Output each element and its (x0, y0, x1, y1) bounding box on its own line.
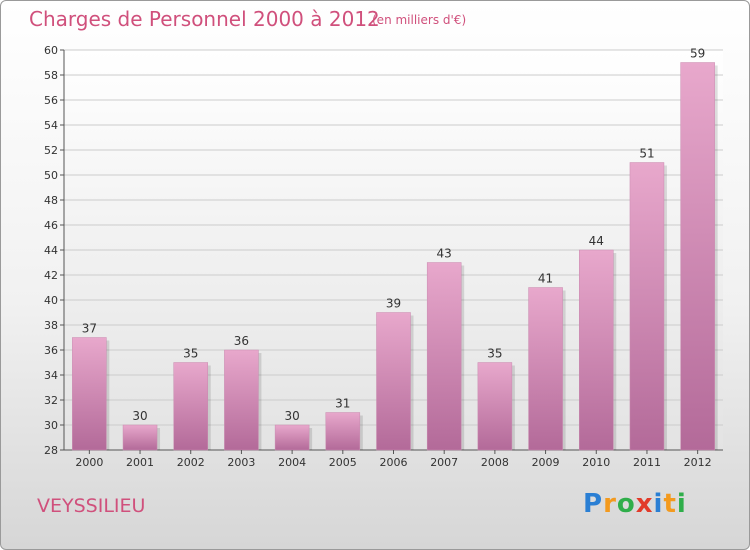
value-label: 35 (487, 347, 502, 361)
value-label: 36 (234, 334, 249, 348)
bar (629, 162, 665, 451)
bar (122, 424, 158, 451)
bar (173, 362, 208, 451)
chart-title: Charges de Personnel 2000 à 2012 (29, 7, 380, 31)
value-label: 44 (589, 234, 604, 248)
y-tick-label: 56 (44, 94, 58, 107)
y-tick-label: 44 (44, 244, 58, 257)
bar (477, 362, 513, 451)
y-tick-label: 40 (44, 294, 58, 307)
y-tick-label: 48 (44, 194, 58, 207)
y-tick-label: 42 (44, 269, 58, 282)
logo-letter: i (676, 489, 687, 519)
proxiti-logo[interactable]: Proxiti (583, 489, 687, 519)
value-label: 59 (690, 47, 705, 61)
x-tick-label: 2009 (532, 456, 560, 469)
chart-subtitle: (en milliers d'€) (372, 13, 467, 27)
x-tick-label: 2001 (126, 456, 154, 469)
logo-letter: t (663, 489, 677, 519)
value-label: 51 (639, 147, 654, 161)
y-tick-label: 58 (44, 69, 58, 82)
x-tick-label: 2003 (227, 456, 255, 469)
y-tick-label: 46 (44, 219, 58, 232)
y-tick-label: 54 (44, 119, 58, 132)
value-label: 39 (386, 297, 401, 311)
bar (72, 337, 107, 451)
x-tick-label: 2006 (380, 456, 408, 469)
value-label: 30 (132, 409, 147, 423)
bar (579, 249, 614, 451)
bar (528, 287, 563, 451)
value-label: 35 (183, 347, 198, 361)
bar (224, 349, 259, 451)
bar (426, 262, 462, 451)
y-tick-label: 60 (44, 44, 58, 57)
value-label: 30 (284, 409, 299, 423)
value-label: 43 (437, 247, 452, 261)
y-tick-label: 28 (44, 444, 58, 457)
y-tick-label: 32 (44, 394, 58, 407)
y-tick-label: 34 (44, 369, 58, 382)
value-label: 31 (335, 397, 350, 411)
bar (274, 424, 310, 451)
x-tick-label: 2010 (582, 456, 610, 469)
commune-name: VEYSSILIEU (37, 495, 146, 517)
y-tick-label: 36 (44, 344, 58, 357)
logo-letter: P (583, 489, 604, 519)
y-tick-label: 30 (44, 419, 58, 432)
x-tick-label: 2008 (481, 456, 509, 469)
value-label: 37 (82, 322, 97, 336)
x-tick-label: 2000 (75, 456, 103, 469)
x-tick-label: 2007 (430, 456, 458, 469)
x-tick-label: 2002 (177, 456, 205, 469)
x-tick-label: 2005 (329, 456, 357, 469)
bar (325, 412, 361, 451)
logo-letter: o (616, 489, 636, 519)
y-tick-label: 50 (44, 169, 58, 182)
bar (680, 62, 715, 451)
value-label: 41 (538, 272, 553, 286)
y-tick-label: 52 (44, 144, 58, 157)
logo-letter: r (603, 489, 617, 519)
x-tick-label: 2004 (278, 456, 306, 469)
x-tick-label: 2011 (633, 456, 661, 469)
logo-letter: x (635, 489, 654, 519)
x-tick-label: 2012 (684, 456, 712, 469)
bar (376, 312, 411, 451)
logo-letter: i (653, 489, 664, 519)
y-tick-label: 38 (44, 319, 58, 332)
